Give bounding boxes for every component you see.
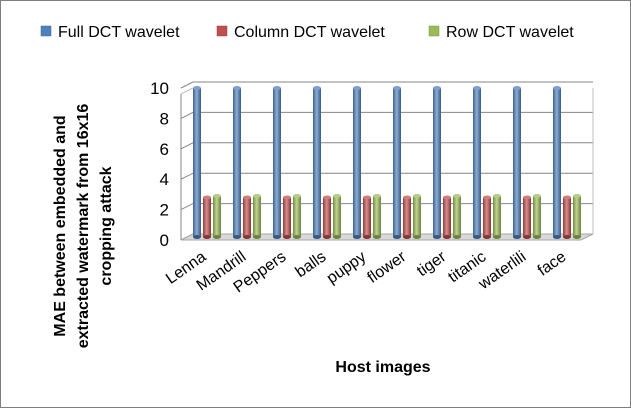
gridline bbox=[180, 142, 593, 150]
bar bbox=[283, 195, 291, 239]
bar bbox=[493, 193, 501, 239]
y-axis-label: MAE between embedded and extracted waterm… bbox=[52, 104, 115, 349]
legend-swatch bbox=[216, 25, 228, 37]
y-axis-label-line: cropping attack bbox=[98, 166, 115, 285]
legend-item: Column DCT wavelet bbox=[216, 24, 385, 41]
bar bbox=[453, 193, 461, 239]
bar bbox=[333, 193, 341, 239]
bar bbox=[533, 193, 541, 239]
bar bbox=[553, 86, 561, 239]
legend-swatch bbox=[40, 25, 52, 37]
bar bbox=[373, 193, 381, 239]
bar bbox=[273, 86, 281, 239]
x-tick-label: puppy bbox=[324, 248, 369, 287]
bar bbox=[403, 195, 411, 239]
y-axis-label-line: MAE between embedded and bbox=[52, 115, 69, 336]
y-tick-label: 8 bbox=[160, 109, 169, 128]
gridlines bbox=[180, 81, 593, 241]
y-axis-label-line: extracted watermark from 16x16 bbox=[75, 104, 92, 349]
x-tick-label: face bbox=[535, 248, 570, 279]
bar bbox=[243, 195, 251, 239]
y-tick-label: 0 bbox=[160, 231, 169, 250]
x-tick-label: tiger bbox=[414, 248, 450, 280]
gridline bbox=[180, 111, 593, 119]
bar bbox=[203, 195, 211, 239]
bar bbox=[573, 193, 581, 239]
bar bbox=[293, 193, 301, 239]
bar bbox=[443, 195, 451, 239]
gridline bbox=[180, 81, 593, 89]
bar bbox=[563, 195, 571, 239]
legend-label: Full DCT wavelet bbox=[58, 24, 180, 41]
bar bbox=[513, 86, 521, 239]
y-tick-label: 4 bbox=[160, 170, 169, 189]
bar bbox=[413, 193, 421, 239]
bars bbox=[193, 86, 581, 239]
bar bbox=[523, 195, 531, 239]
bar bbox=[253, 193, 261, 239]
bar bbox=[363, 195, 371, 239]
legend-swatch bbox=[428, 25, 440, 37]
bar bbox=[233, 86, 241, 239]
plot-walls bbox=[180, 87, 594, 241]
bar bbox=[213, 193, 221, 239]
bar bbox=[323, 195, 331, 239]
y-tick-label: 6 bbox=[160, 140, 169, 159]
y-tick-label: 10 bbox=[150, 79, 169, 98]
legend-label: Row DCT wavelet bbox=[446, 24, 574, 41]
bar bbox=[193, 86, 201, 239]
legend-label: Column DCT wavelet bbox=[234, 24, 385, 41]
gridline bbox=[180, 172, 593, 180]
gridline bbox=[180, 203, 593, 211]
x-tick-label: flower bbox=[365, 248, 410, 287]
x-axis-label: Host images bbox=[335, 359, 430, 376]
legend: Full DCT wavelet Column DCT wavelet Row DC… bbox=[40, 24, 574, 41]
bar bbox=[313, 86, 321, 239]
bar bbox=[473, 86, 481, 239]
x-tick-label: balls bbox=[293, 248, 330, 281]
legend-item: Full DCT wavelet bbox=[40, 24, 180, 41]
legend-item: Row DCT wavelet bbox=[428, 24, 574, 41]
bar bbox=[433, 86, 441, 239]
bar bbox=[393, 86, 401, 239]
bar bbox=[353, 86, 361, 239]
y-tick-label: 2 bbox=[160, 201, 169, 220]
y-tick-labels: 0 2 4 6 8 10 bbox=[150, 79, 169, 250]
bar bbox=[483, 195, 491, 239]
